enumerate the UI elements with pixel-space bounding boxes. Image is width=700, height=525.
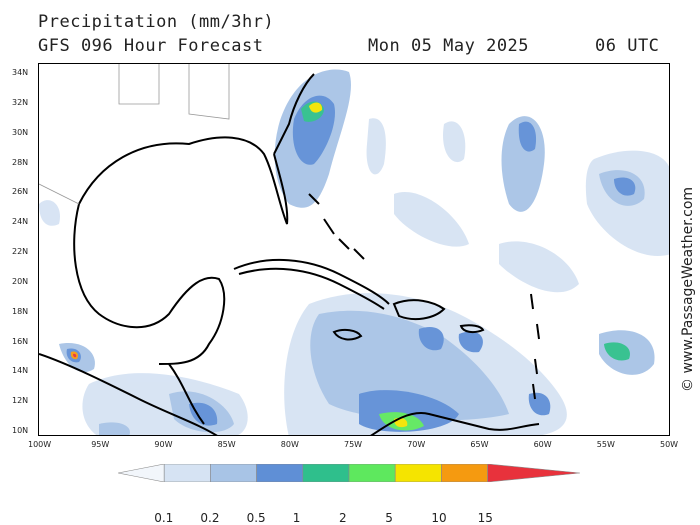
latitude-label: 30N: [12, 127, 29, 137]
colorbar-segment: [487, 463, 581, 483]
latitude-label: 16N: [12, 336, 29, 346]
colorbar-segment: [256, 463, 304, 483]
longitude-label: 55W: [596, 440, 615, 449]
colorbar-label: 15: [477, 511, 493, 525]
colorbar-label: 5: [385, 511, 393, 525]
colorbar-segment: [163, 463, 211, 483]
longitude-label: 95W: [91, 440, 110, 449]
latitude-label: 24N: [12, 217, 29, 227]
chart-title: Precipitation (mm/3hr): [38, 12, 275, 32]
latitude-label: 26N: [12, 187, 29, 197]
latitude-label: 12N: [12, 396, 29, 406]
longitude-label: 75W: [344, 440, 363, 449]
precipitation-map: [38, 63, 670, 436]
colorbar-label: 0.2: [200, 511, 220, 525]
colorbar-label: 0.1: [154, 511, 174, 525]
colorbar-segment: [441, 463, 488, 483]
credit-label: © www.PassageWeather.com: [680, 187, 696, 392]
latitude-label: 20N: [12, 276, 29, 286]
colorbar-segment: [302, 463, 350, 483]
colorbar-segment: [117, 463, 165, 483]
colorbar-segment: [348, 463, 396, 483]
longitude-label: 60W: [533, 440, 552, 449]
longitude-label: 85W: [217, 440, 236, 449]
longitude-label: 80W: [280, 440, 299, 449]
colorbar-label: 1: [292, 511, 301, 525]
longitude-label: 70W: [407, 440, 426, 449]
colorbar-label: 0.5: [246, 511, 266, 525]
borders: [39, 64, 230, 205]
longitude-label: 100W: [28, 440, 52, 449]
latitude-label: 10N: [12, 426, 29, 435]
colorbar-segment: [394, 463, 442, 483]
latitude-label: 28N: [12, 157, 29, 167]
longitude-label: 50W: [660, 440, 679, 449]
latitude-label: 22N: [12, 247, 29, 256]
forecast-time: 06 UTC: [595, 36, 660, 56]
colorbar-label: 2: [339, 511, 347, 525]
map-svg: [39, 64, 669, 435]
forecast-label: GFS 096 Hour Forecast: [38, 36, 264, 56]
latitude-label: 34N: [12, 68, 29, 77]
longitude-label: 90W: [154, 440, 173, 449]
forecast-date: Mon 05 May 2025: [368, 36, 530, 56]
colorbar-label: 10: [431, 511, 447, 525]
longitude-label: 65W: [470, 440, 489, 449]
latitude-label: 14N: [12, 366, 29, 376]
latitude-label: 32N: [12, 97, 29, 107]
precipitation-colorbar: [117, 463, 581, 483]
credit-text: © www.PassageWeather.com: [677, 62, 697, 402]
latitude-label: 18N: [12, 306, 29, 316]
colorbar-segment: [210, 463, 257, 483]
coastlines: [39, 73, 540, 435]
precipitation-areas: [39, 69, 669, 435]
